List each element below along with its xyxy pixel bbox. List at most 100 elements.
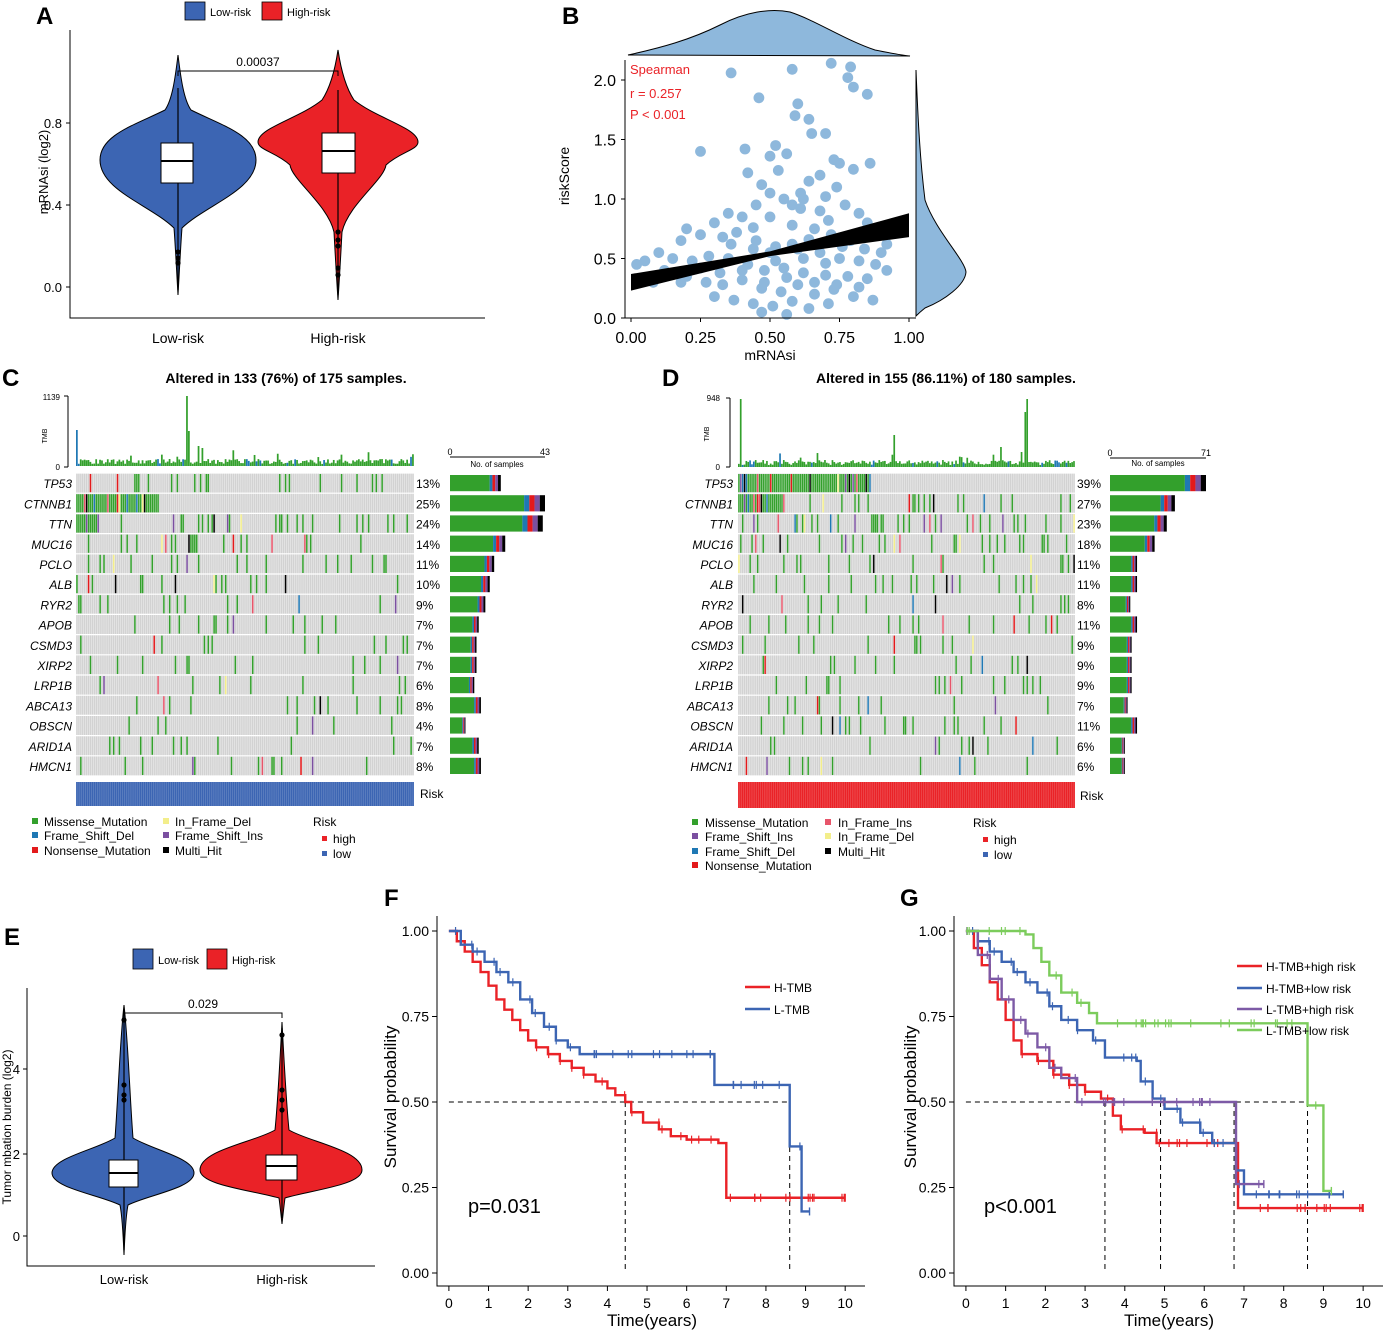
tmb-bar (139, 463, 142, 466)
mutation-cell (745, 474, 748, 493)
mutation-cell (383, 554, 386, 573)
mutation-cell (176, 474, 179, 493)
mutation-cell (128, 494, 131, 513)
legend-text-f: H-TMB (774, 981, 812, 995)
tmb-bar (195, 461, 198, 466)
scatter-point (839, 199, 851, 211)
mutation-cell (769, 736, 772, 755)
axis-b: 0.00 0.25 0.50 0.75 1.000.00.51.01.52.0 (594, 73, 925, 347)
mutation-cell (201, 514, 204, 533)
mutation-cell (762, 474, 765, 493)
spearman-label: Spearman (630, 62, 690, 77)
tmb-bar (852, 460, 854, 467)
gene-bar-segment (474, 697, 476, 714)
km-curve (448, 929, 810, 1213)
gene-bar-segment (1110, 576, 1132, 593)
mutation-cell (371, 554, 374, 573)
y-axis-label-f: Survival probability (381, 1025, 400, 1168)
mutation-cell (101, 494, 104, 513)
mutation-cell (932, 494, 935, 513)
tmb-bar (157, 459, 159, 466)
mutation-cell (812, 635, 815, 654)
tmb-bar (164, 462, 167, 466)
mutation-cell (756, 554, 759, 573)
gene-percent: 9% (1077, 679, 1095, 693)
km-curve (965, 929, 1332, 1193)
gene-bar (450, 737, 479, 754)
gene-bar (450, 757, 481, 774)
tmb-bar (1016, 464, 1019, 467)
scatter-point (842, 271, 854, 282)
gene-bar-segment (532, 515, 538, 532)
mutation-cell (811, 474, 813, 493)
gene-bar-segment (1110, 697, 1124, 714)
bar-axis-title-d: No. of samples (1131, 459, 1184, 468)
mutation-cell (940, 554, 943, 573)
mutation-cell (132, 494, 134, 513)
scatter-point (714, 267, 726, 279)
mutation-cell (95, 494, 98, 513)
gene-label: MUC16 (31, 538, 72, 552)
mutation-cell (837, 514, 840, 533)
mutation-cell (290, 736, 293, 755)
mutation-cell (799, 474, 802, 493)
mutation-cell (359, 534, 362, 553)
tmb-bar (369, 460, 372, 466)
legend-swatch-high (261, 1, 283, 21)
tmb-bar (1005, 462, 1008, 467)
mutation-cell (766, 756, 768, 775)
mutation-cell (274, 514, 277, 533)
mutation-cell (301, 676, 304, 695)
tmb-bar (120, 461, 123, 466)
mutation-cell (207, 474, 210, 493)
gene-bar-segment (450, 535, 494, 552)
tmb-bar (945, 463, 948, 467)
mutation-cell (402, 635, 405, 654)
mutation-cell (193, 534, 196, 553)
tmb-bar (292, 463, 295, 466)
tmb-bar (1009, 460, 1012, 467)
mutation-cell (386, 514, 389, 533)
tmb-bar (259, 460, 262, 466)
km-x-tick: 2 (1041, 1295, 1049, 1311)
mutation-cell (89, 514, 92, 533)
mutation-cell (767, 615, 770, 634)
gene-bar-segment (450, 596, 478, 613)
mutation-cell (1046, 696, 1049, 715)
mutation-cell (103, 494, 105, 513)
mutation-cell (912, 494, 914, 513)
tmb-bar (1018, 461, 1021, 467)
mutation-cell (983, 494, 986, 513)
scatter-point (798, 193, 809, 205)
mutation-cell (749, 494, 752, 513)
mutation-cell (232, 534, 235, 553)
tmb-bar (771, 464, 774, 467)
tmb-bar (1063, 460, 1066, 467)
gene-label: ALB (709, 578, 733, 592)
tmb-bar (919, 463, 922, 467)
outlier-high-risk (335, 243, 341, 249)
mutation-cell (93, 514, 96, 533)
y-axis-label-a: mRNAsi (log2) (36, 130, 51, 215)
mutation-cell (303, 635, 306, 654)
tmb-bar (130, 455, 132, 466)
mutation-cell (835, 474, 838, 493)
mutation-cell (833, 474, 836, 493)
tmb-bar (103, 463, 105, 466)
km-curve (965, 929, 1264, 1186)
mutation-cell (786, 474, 789, 493)
scatter-point (792, 98, 804, 110)
mutation-cell (87, 575, 90, 594)
tmb-bar (99, 459, 101, 466)
mutation-cell (788, 756, 791, 775)
km-x-tick: 5 (643, 1295, 651, 1311)
gene-percent: 4% (416, 720, 434, 734)
tmb-bar (311, 460, 314, 466)
mutation-cell (782, 494, 785, 513)
tmb-bar (1069, 463, 1072, 467)
outlier-high-risk-e (279, 1032, 285, 1038)
mutation-cell (884, 534, 886, 553)
mutation-cell (994, 696, 997, 715)
tmb-bar (1041, 462, 1043, 467)
mutation-cell (979, 514, 982, 533)
